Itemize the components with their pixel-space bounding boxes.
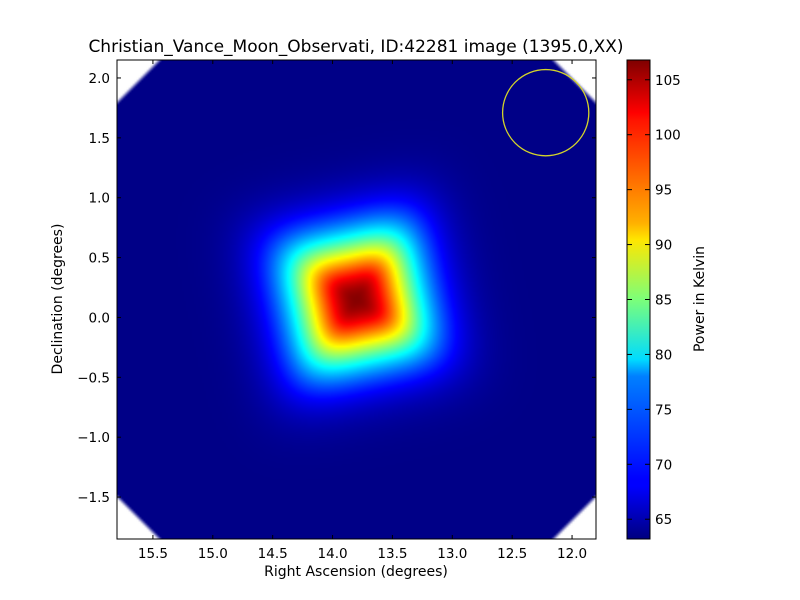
colorbar-tick-label: 70: [655, 457, 672, 473]
x-tick-label: 14.0: [318, 546, 348, 562]
chart-title: Christian_Vance_Moon_Observati, ID:42281…: [88, 37, 623, 57]
x-tick-label: 14.5: [258, 546, 288, 562]
x-tick-label: 13.0: [437, 546, 467, 562]
colorbar-tick-label: 75: [655, 402, 672, 418]
y-tick-label: −1.5: [77, 490, 110, 506]
colorbar-tick-label: 80: [655, 347, 672, 363]
y-tick-label: −0.5: [77, 370, 110, 386]
x-tick-label: 12.0: [557, 546, 587, 562]
colorbar-label: Power in Kelvin: [692, 246, 708, 352]
x-tick-label: 15.5: [138, 546, 168, 562]
y-axis-label: Declination (degrees): [50, 224, 66, 375]
y-tick-label: 1.5: [89, 131, 110, 147]
plot-area: [116, 59, 597, 540]
x-tick-label: 12.5: [497, 546, 527, 562]
colorbar-tick-label: 85: [655, 293, 672, 309]
heatmap-image: [117, 60, 596, 539]
plot-frame: [116, 59, 597, 540]
y-tick-label: 0.0: [89, 310, 110, 326]
colorbar-tick-label: 105: [655, 73, 681, 89]
y-axis: 2.0 1.5 1.0 0.5 0.0 −0.5 −1.0 −1.5: [77, 71, 596, 506]
x-tick-label: 15.0: [198, 546, 228, 562]
x-tick-label: 13.5: [377, 546, 407, 562]
colorbar-ticks: 65 70 75 80 85 90 95 100 105: [627, 73, 681, 528]
x-axis-label: Right Ascension (degrees): [264, 564, 448, 580]
colorbar-tick-label: 65: [655, 512, 672, 528]
y-tick-label: −1.0: [77, 430, 110, 446]
y-tick-label: 1.0: [89, 191, 110, 207]
colorbar-fill: [627, 60, 650, 539]
colorbar-tick-label: 95: [655, 183, 672, 199]
y-tick-label: 0.5: [89, 251, 110, 267]
y-tick-label: 2.0: [89, 71, 110, 87]
colorbar: 65 70 75 80 85 90 95 100 105 Power in Kelvin: [626, 59, 708, 540]
beam-marker-circle: [501, 68, 590, 157]
colorbar-tick-label: 90: [655, 238, 672, 254]
colorbar-tick-label: 100: [655, 128, 681, 144]
x-axis: 15.5 15.0 14.5 14.0 13.5 13.0 12.5 12.0: [138, 60, 587, 562]
